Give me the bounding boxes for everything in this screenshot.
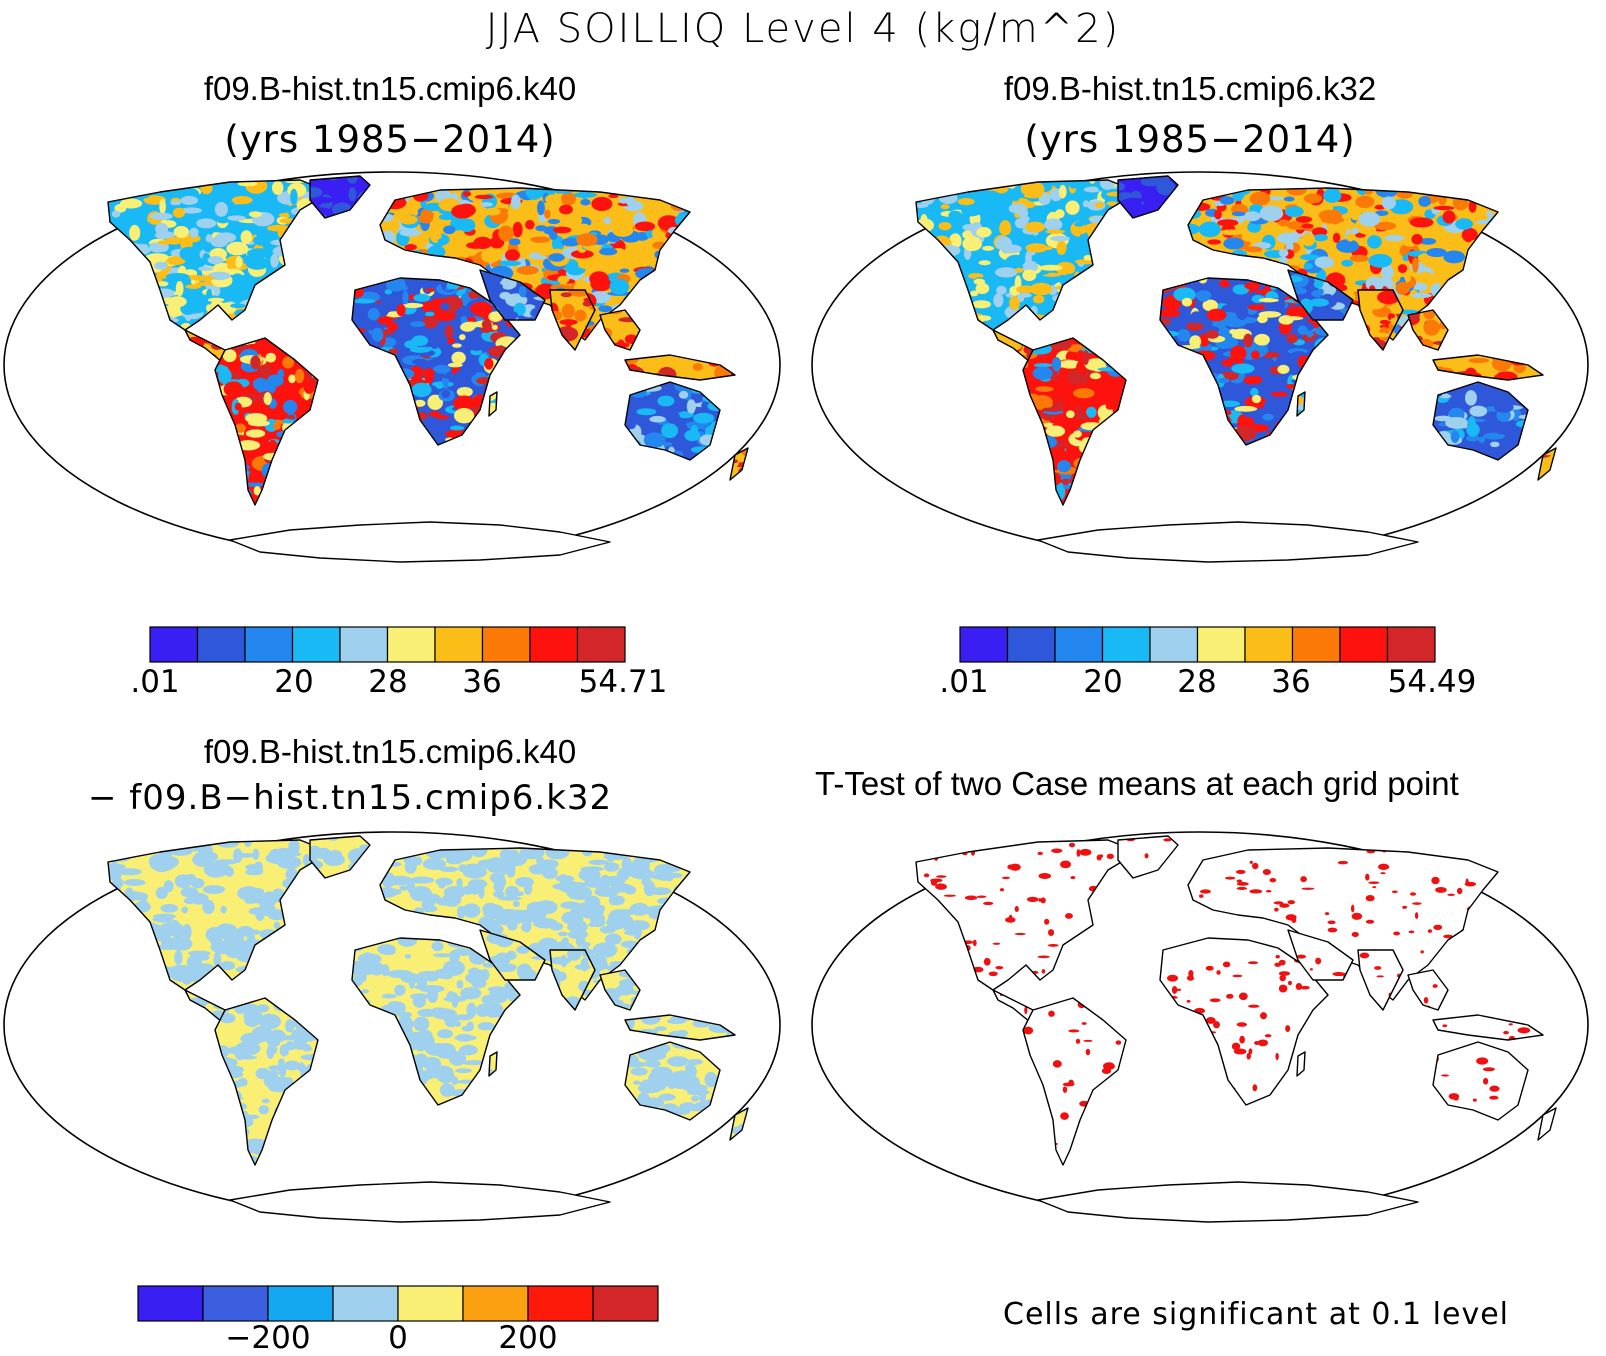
colorbar-swatch (1054, 626, 1104, 663)
cb-tl-label-1: .01 (130, 664, 180, 700)
colorbar-swatch (1101, 626, 1151, 663)
cb-tr-label-2: 20 (1083, 664, 1123, 700)
colorbar-swatch (529, 626, 579, 663)
cb-tr-label-4: 36 (1271, 664, 1311, 700)
land-antarctica (1038, 1182, 1418, 1222)
colorbar-swatch (592, 1285, 659, 1322)
map-bottom-left (3, 831, 781, 1223)
cb-bl-label-3: 200 (498, 1320, 558, 1356)
colorbar-top-right (959, 626, 1436, 663)
colorbar-swatch (244, 626, 294, 663)
land-australia (1433, 382, 1528, 460)
colorbar-swatch (397, 1285, 464, 1322)
cb-tl-label-3: 28 (368, 664, 408, 700)
colorbar-swatch (1149, 626, 1199, 663)
colorbar-swatch (149, 626, 199, 663)
cb-bl-label-1: −200 (225, 1320, 311, 1356)
cb-bl-label-2: 0 (388, 1320, 408, 1356)
colorbar-swatch (576, 626, 626, 663)
colorbar-swatch (267, 1285, 334, 1322)
cb-tl-label-2: 20 (274, 664, 314, 700)
cb-tr-label-5: 54.49 (1387, 664, 1477, 700)
colorbar-swatch (386, 626, 436, 663)
cb-tr-label-1: .01 (939, 664, 989, 700)
colorbar-swatch (291, 626, 341, 663)
panel-tl-years: (yrs 1985−2014) (224, 118, 556, 161)
panel-br-title: T-Test of two Case means at each grid po… (815, 765, 1459, 802)
cb-tr-label-3: 28 (1177, 664, 1217, 700)
cb-tl-label-4: 36 (462, 664, 502, 700)
colorbar-swatch (339, 626, 389, 663)
colorbar-swatch (196, 626, 246, 663)
colorbar-swatch (959, 626, 1009, 663)
colorbar-swatch (332, 1285, 399, 1322)
panel-tl-case: f09.B-hist.tn15.cmip6.k40 (203, 70, 577, 107)
cb-tl-label-5: 54.71 (578, 664, 668, 700)
colorbar-top-left (149, 626, 626, 663)
colorbar-swatch (434, 626, 484, 663)
colorbar-swatch (527, 1285, 594, 1322)
land-antarctica (230, 522, 610, 562)
colorbar-bottom-left (137, 1285, 659, 1322)
colorbar-swatch (1386, 626, 1436, 663)
land-antarctica (1038, 522, 1418, 562)
colorbar-swatch (1244, 626, 1294, 663)
figure-title: JJA SOILLIQ Level 4 (kg/m^2) (485, 6, 1121, 52)
map-top-right (811, 171, 1589, 563)
significance-note: Cells are significant at 0.1 level (1003, 1297, 1510, 1332)
colorbar-swatch (462, 1285, 529, 1322)
colorbar-swatch (1006, 626, 1056, 663)
panel-bl-case: f09.B-hist.tn15.cmip6.k40 (203, 733, 577, 770)
colorbar-swatch (1291, 626, 1341, 663)
colorbar-swatch (481, 626, 531, 663)
colorbar-swatch (202, 1285, 269, 1322)
colorbar-swatch (1339, 626, 1389, 663)
map-bottom-right (811, 831, 1589, 1223)
land-antarctica (230, 1182, 610, 1222)
map-top-left (3, 171, 781, 563)
panel-tr-years: (yrs 1985−2014) (1024, 118, 1356, 161)
panel-bl-minus: − f09.B−hist.tn15.cmip6.k32 (88, 778, 613, 818)
colorbar-swatch (1196, 626, 1246, 663)
panel-tr-case: f09.B-hist.tn15.cmip6.k32 (1003, 70, 1377, 107)
colorbar-swatch (137, 1285, 204, 1322)
